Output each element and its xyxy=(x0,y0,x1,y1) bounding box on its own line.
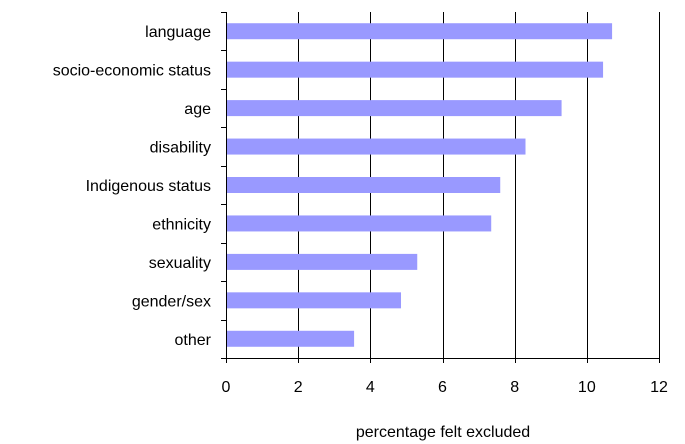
category-label: other xyxy=(175,332,212,349)
x-tick-label: 0 xyxy=(222,379,231,396)
category-label: ethnicity xyxy=(152,216,211,233)
bar xyxy=(227,253,418,270)
category-label: age xyxy=(184,101,211,118)
bar xyxy=(227,177,501,193)
x-tick-label: 4 xyxy=(366,379,375,396)
x-tick-label: 8 xyxy=(510,379,519,396)
x-tick-label: 12 xyxy=(650,379,668,396)
x-tick-label: 10 xyxy=(578,379,596,396)
bar xyxy=(227,23,613,40)
bar xyxy=(227,61,604,78)
category-label: gender/sex xyxy=(132,293,211,310)
x-tick-label: 6 xyxy=(438,379,447,396)
bar xyxy=(227,138,526,155)
bar xyxy=(227,292,402,309)
category-label: language xyxy=(145,24,211,41)
bar xyxy=(227,100,562,117)
category-label: disability xyxy=(150,140,211,157)
category-label: Indigenous status xyxy=(86,178,211,195)
category-label: sexuality xyxy=(149,255,211,272)
category-labels: language socio-economic status age disabili… xyxy=(53,24,212,349)
bars xyxy=(227,23,613,347)
x-tick-label: 2 xyxy=(294,379,303,396)
bar xyxy=(227,330,355,347)
axes xyxy=(221,12,660,363)
bar xyxy=(227,215,492,232)
x-axis-title: percentage felt excluded xyxy=(356,424,530,441)
category-label: socio-economic status xyxy=(53,63,211,80)
x-tick-labels: 0 2 4 6 8 10 12 xyxy=(222,379,668,396)
